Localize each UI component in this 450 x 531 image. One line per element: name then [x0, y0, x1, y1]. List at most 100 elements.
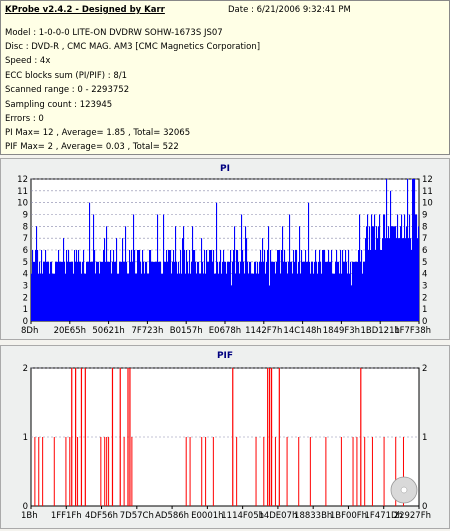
pi-bar — [146, 261, 148, 321]
pi-bar — [215, 273, 217, 321]
info-sampling: Sampling count : 123945 — [5, 100, 113, 110]
pi-bar — [46, 261, 48, 321]
chart-title: PI — [220, 164, 230, 174]
pi-bar — [350, 261, 352, 321]
pi-bar — [52, 273, 54, 321]
pi-bar — [105, 261, 107, 321]
pi-bar — [265, 273, 267, 321]
pi-bar — [100, 261, 102, 321]
pi-bar — [398, 238, 400, 321]
pi-bar — [199, 273, 201, 321]
x-tick-label: 1F471Dh — [364, 511, 402, 521]
pi-bar — [254, 261, 256, 321]
pi-bar — [152, 261, 154, 321]
pi-bar — [316, 261, 318, 321]
pi-bar — [198, 261, 200, 321]
pi-bar — [36, 226, 38, 321]
pi-bar — [303, 261, 305, 321]
pi-bar — [201, 238, 203, 321]
pi-bar — [148, 273, 150, 321]
pi-bar — [337, 261, 339, 321]
pi-bar — [195, 261, 197, 321]
pi-bar — [95, 273, 97, 321]
pi-bar — [166, 250, 168, 321]
disc-hole-icon — [400, 486, 408, 494]
pi-bar — [377, 238, 379, 321]
y-tick-label-right: 5 — [422, 258, 427, 268]
pi-bar — [287, 273, 289, 321]
pi-bar — [390, 190, 392, 321]
pi-bar — [291, 261, 293, 321]
pi-bar — [220, 250, 222, 321]
pi-bar — [165, 261, 167, 321]
pi-bar — [361, 250, 363, 321]
pi-bar — [237, 250, 239, 321]
pi-bar — [141, 273, 143, 321]
pi-bar — [34, 261, 36, 321]
pi-bar — [415, 214, 417, 321]
pi-bar — [307, 261, 309, 321]
pi-bar — [371, 214, 373, 321]
pi-bar — [238, 261, 240, 321]
pi-bar — [359, 214, 361, 321]
pi-bar — [351, 285, 353, 321]
pi-bar — [285, 261, 287, 321]
pi-bar — [179, 273, 181, 321]
pi-bar — [323, 250, 325, 321]
y-tick-label-right: 10 — [422, 199, 433, 209]
info-speed: Speed : 4x — [5, 56, 51, 66]
pi-bar — [43, 261, 45, 321]
pi-bar — [252, 273, 254, 321]
info-range: Scanned range : 0 - 2293752 — [5, 85, 130, 95]
pi-bar — [217, 261, 219, 321]
pi-bar — [362, 273, 364, 321]
pi-bar — [92, 261, 94, 321]
pi-bar — [221, 273, 223, 321]
pi-bar — [345, 250, 347, 321]
pi-bar — [354, 261, 356, 321]
pi-bar — [277, 250, 279, 321]
pi-bar — [253, 273, 255, 321]
x-tick-label: 7F723h — [131, 326, 163, 336]
pi-bar — [185, 273, 187, 321]
pi-bar — [332, 273, 334, 321]
y-tick-label-right: 7 — [422, 234, 427, 244]
pi-bar — [413, 179, 415, 321]
pi-bar — [338, 261, 340, 321]
x-tick-label: 8Dh — [21, 326, 38, 336]
pi-bar — [61, 261, 63, 321]
pi-bar — [197, 261, 199, 321]
pi-bar — [67, 261, 69, 321]
pi-bar — [174, 261, 176, 321]
pi-bar — [83, 250, 85, 321]
pi-bar — [381, 250, 383, 321]
pi-bar — [396, 238, 398, 321]
info-pi-stats: PI Max= 12 , Average= 1.85 , Total= 3206… — [5, 128, 191, 138]
y-tick-label-right: 11 — [422, 187, 433, 197]
pi-bar — [395, 226, 397, 321]
pif-chart: PIF 0 0 1 1 2 2 1Bh 1FF1Fh 4DF56h 7D57Ch AD586h E000… — [21, 351, 431, 521]
y-tick-label-left: 9 — [23, 211, 28, 221]
pi-bar — [171, 273, 173, 321]
pi-bar — [93, 214, 95, 321]
pi-bar — [145, 261, 147, 321]
y-tick-label-right: 3 — [422, 282, 427, 292]
pi-bar — [55, 261, 57, 321]
pi-bar — [391, 226, 393, 321]
pi-bar — [283, 261, 285, 321]
pi-bar — [370, 250, 372, 321]
pi-bar — [365, 238, 367, 321]
pi-bar — [239, 273, 241, 321]
pi-bar — [295, 250, 297, 321]
pi-bar — [317, 273, 319, 321]
pi-bar — [374, 214, 376, 321]
pi-bar — [62, 261, 64, 321]
pi-bar — [98, 261, 100, 321]
pi-bar — [267, 250, 269, 321]
pi-bar — [383, 214, 385, 321]
pi-bar — [372, 226, 374, 321]
pi-bar — [288, 261, 290, 321]
pi-bar — [304, 261, 306, 321]
pi-bar — [280, 273, 282, 321]
pi-bar — [342, 250, 344, 321]
